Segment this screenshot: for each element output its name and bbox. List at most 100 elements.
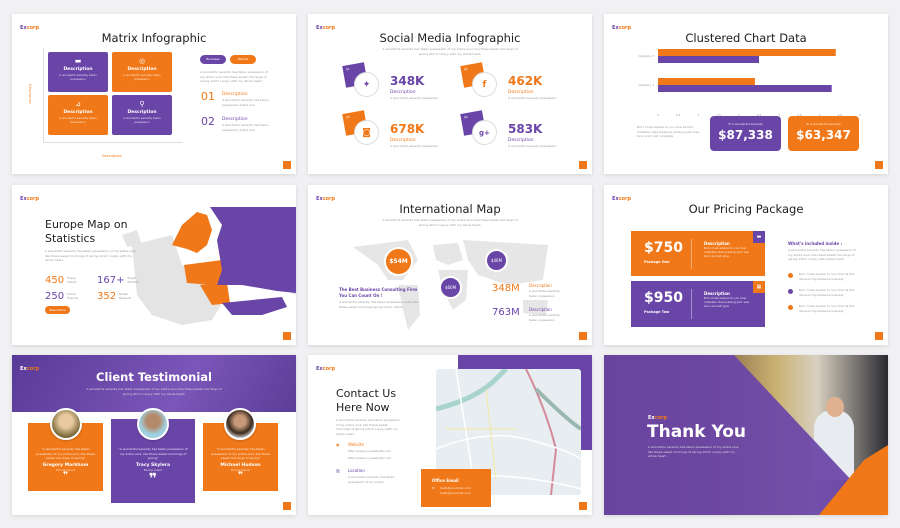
desc-heading: Description xyxy=(529,307,552,312)
map-marker-60m[interactable]: $60M xyxy=(439,276,462,299)
paragraph: A wonderful serenity has taken possessio… xyxy=(648,445,740,458)
slide-client-testimonial[interactable]: Excorp Client Testimonial A wonderful se… xyxy=(12,355,296,515)
avatar xyxy=(137,408,169,440)
desc-heading: Description xyxy=(222,117,248,122)
slide-title: Thank You xyxy=(647,422,747,442)
stat-value: 348K xyxy=(390,74,425,88)
quote-icon: ❞ xyxy=(62,470,69,481)
website-url[interactable]: http://www.yourwebsite.com xyxy=(348,449,391,453)
stat-text: A wonderful serenity possession xyxy=(508,144,557,148)
logo: Excorp xyxy=(612,25,632,31)
x-tick-label: 1 xyxy=(698,113,700,117)
testimonial-card: "A wonderful serenity has taken possessi… xyxy=(111,419,195,503)
stat-value: 462K xyxy=(508,74,543,88)
x-tick-label: 4 xyxy=(819,113,821,117)
client-name: Gregory Markham xyxy=(42,462,89,468)
stat-value: 348M xyxy=(492,283,520,294)
x-tick-label: 3 xyxy=(778,113,780,117)
read-more-button[interactable]: Read More xyxy=(45,306,70,314)
x-axis xyxy=(43,142,183,143)
location-text: A wonderful serenity has taken possessio… xyxy=(348,475,395,484)
google-plus-icon[interactable]: g+ xyxy=(472,120,497,145)
quote-icon: ❞ xyxy=(237,470,244,481)
subtitle: A wonderful serenity has taken possessio… xyxy=(382,47,518,56)
stat-text: A wonderful serenity possession xyxy=(508,96,557,100)
package-two-card[interactable]: $950 Package Two Description But I must … xyxy=(631,281,765,327)
calendar-icon: ▦ xyxy=(753,281,765,293)
email-address[interactable]: hello@yourmail.com xyxy=(440,486,471,490)
europe-map xyxy=(122,207,296,325)
client-role: Excorp Client xyxy=(143,467,163,472)
slide-clustered-chart[interactable]: Excorp Clustered Chart Data Category 1 Ca… xyxy=(604,14,888,174)
price: $950 xyxy=(644,290,683,306)
number-02: 02 xyxy=(201,115,215,128)
logo: Excorp xyxy=(20,25,40,31)
x-tick-label: 0 xyxy=(657,113,659,117)
avatar xyxy=(224,408,256,440)
slide-title: Contact Us Here Now xyxy=(336,387,397,414)
facebook-icon[interactable]: f xyxy=(472,72,497,97)
bar xyxy=(658,49,836,56)
email-address[interactable]: hello@yourmail.com xyxy=(440,491,471,495)
page-number xyxy=(579,502,587,510)
slide-title: Our Pricing Package xyxy=(688,202,804,216)
page-number xyxy=(283,161,291,169)
slide-contact[interactable]: Excorp Contact Us Here Now A wonderful se… xyxy=(308,355,592,515)
slide-social-media[interactable]: Excorp Social Media Infographic A wonder… xyxy=(308,14,592,174)
logo: Excorp xyxy=(316,25,336,31)
slide-title: Europe Map on Statistics xyxy=(45,218,128,245)
x-tick-label: 0.5 xyxy=(676,113,681,117)
globe-icon: ◉ xyxy=(336,442,340,447)
slide-thank-you[interactable]: Excorp Thank You A wonderful serenity ha… xyxy=(604,355,888,515)
page-number xyxy=(283,332,291,340)
package-name: Package One xyxy=(644,260,670,264)
slide-international-map[interactable]: Excorp International Map A wonderful ser… xyxy=(308,185,592,345)
paragraph: A wonderful serenity has taken possessio… xyxy=(336,418,400,436)
included-text: A wonderful serenity has taken possessio… xyxy=(788,248,856,261)
x-axis-label: Description xyxy=(102,154,122,158)
desc-heading: Description xyxy=(704,291,730,296)
map-icon: ▥ xyxy=(336,468,340,473)
bullet-text: But I must explain to you how all this d… xyxy=(799,288,855,297)
map-marker-46m[interactable]: $46M xyxy=(485,249,508,272)
package-one-card[interactable]: $750 Package One Description But I must … xyxy=(631,231,765,276)
bar-chart: Category 1 Category 2 0 0.5 1 1.5 2 2.5 3 3.5 4 4.5… xyxy=(639,49,861,117)
instagram-icon[interactable]: ◙ xyxy=(354,120,379,145)
desc-text: But I must explain to you how mistaken i… xyxy=(704,246,750,258)
number-01: 01 xyxy=(201,90,215,103)
desc-text: But I must explain to you how mistaken i… xyxy=(704,296,750,308)
slide-europe-map[interactable]: Excorp Europe Map on Statistics A wonderf… xyxy=(12,185,296,345)
website-url[interactable]: http://www.yourwebsite.com xyxy=(348,456,391,460)
category-label: Category 1 xyxy=(639,83,655,87)
twitter-icon[interactable]: ✦ xyxy=(354,72,379,97)
slide-matrix-infographic[interactable]: Excorp Matrix Infographic Description De… xyxy=(12,14,296,174)
subtitle: A wonderful serenity has taken possessio… xyxy=(86,387,222,396)
slide-title: Client Testimonial xyxy=(96,370,212,384)
matrix-box: ⚲ Description A wonderful serenity taken p… xyxy=(112,95,172,135)
briefcase-icon: ▬ xyxy=(74,57,82,65)
market-pill[interactable]: Market xyxy=(230,55,256,64)
bar xyxy=(658,56,759,63)
matrix-box: ◎ Description A wonderful serenity taken p… xyxy=(112,52,172,92)
slide-pricing[interactable]: Excorp Our Pricing Package $750 Package … xyxy=(604,185,888,345)
client-role: Excorp Client xyxy=(231,467,250,472)
office-email-card: Office Email ✉ hello@yourmail.com hello@… xyxy=(421,469,491,507)
page-number xyxy=(875,332,883,340)
mail-icon: ✉ xyxy=(432,486,435,490)
stat: 250 Active Projects xyxy=(45,291,79,302)
desc-text: A wonderful serenity taken possession xyxy=(529,313,561,322)
stat-label: Description xyxy=(508,138,534,143)
bar xyxy=(658,85,832,92)
desc-text: A wonderful serenity has taken possessio… xyxy=(222,98,269,107)
chart-note: But I must explain to you how all this m… xyxy=(637,125,700,138)
bullet-text: But I must explain to you how all this d… xyxy=(799,272,855,281)
y-axis xyxy=(43,48,44,142)
email-title: Office Email xyxy=(432,478,459,483)
map-marker-54m[interactable]: $54M xyxy=(384,247,413,276)
matrix-box: ▬ Description A wonderful serenity taken p… xyxy=(48,52,108,92)
location-label: Location xyxy=(348,468,365,473)
testimonial-card: "A wonderful serenity has taken possessi… xyxy=(28,423,103,491)
business-pill[interactable]: Business xyxy=(200,55,226,64)
page-number xyxy=(875,161,883,169)
paragraph: A wonderful serenity has taken possessio… xyxy=(200,70,268,83)
